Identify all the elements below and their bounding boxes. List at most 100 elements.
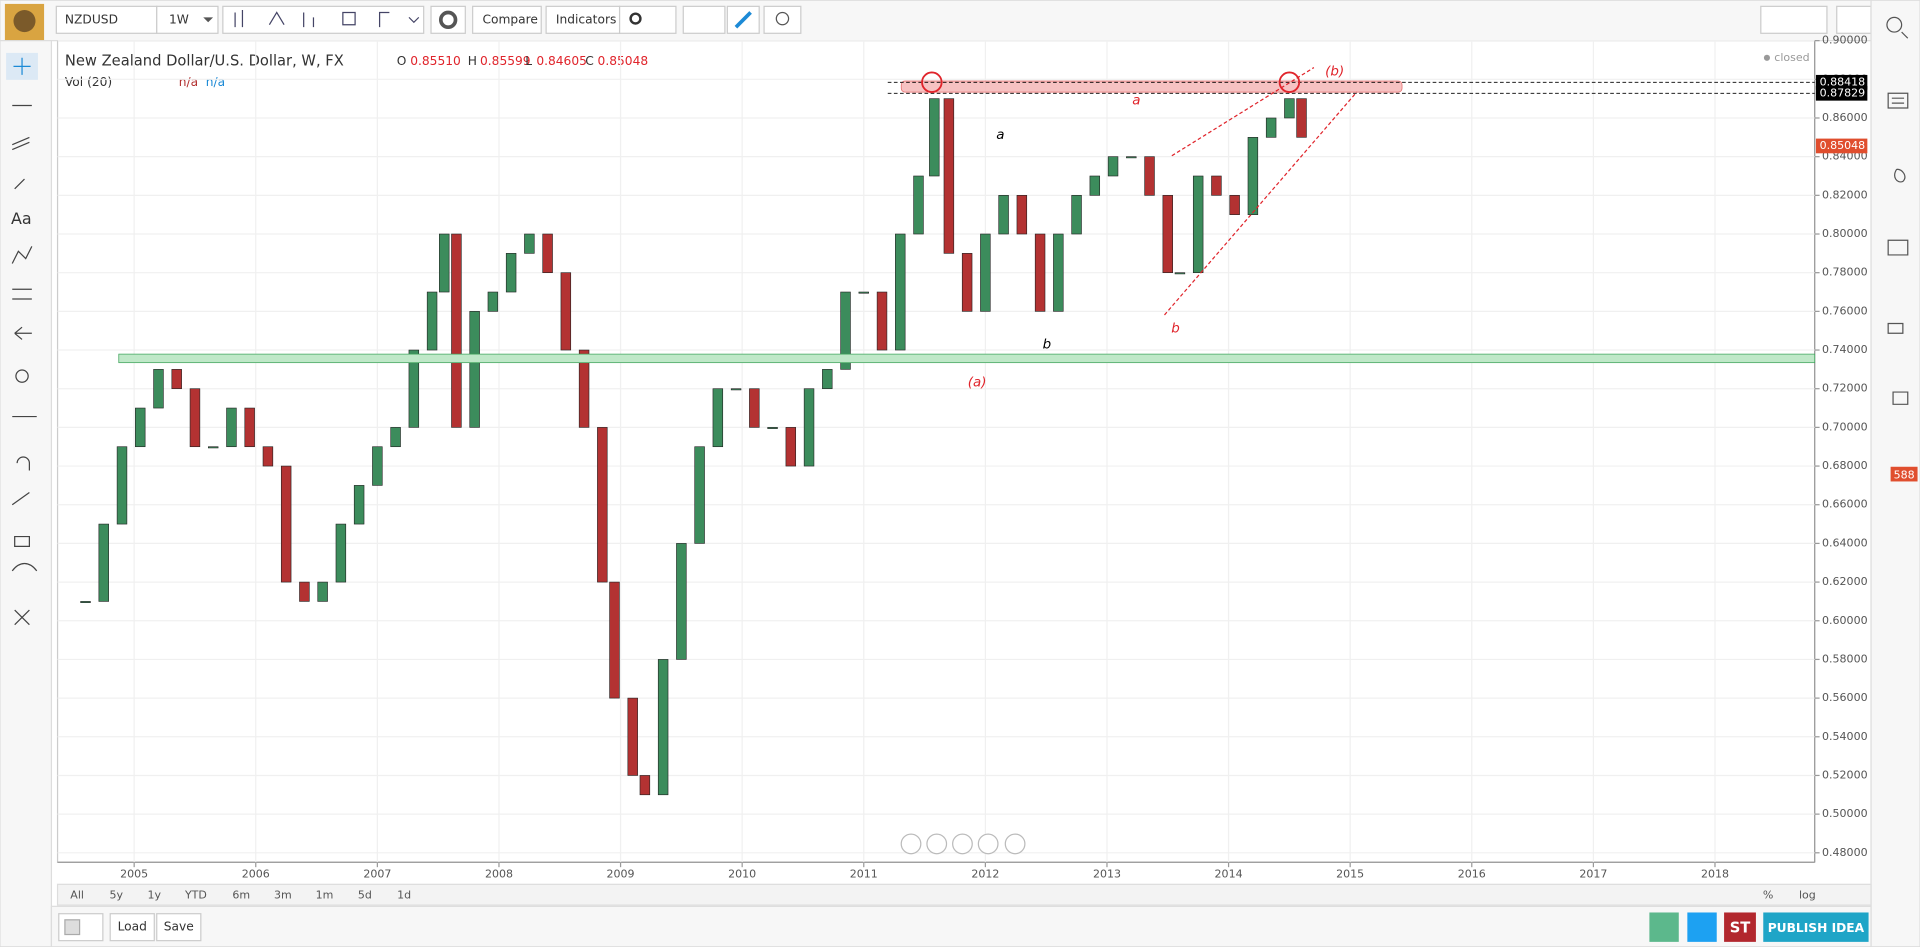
zoom-controls[interactable] [900,833,1026,855]
scale-button[interactable]: log [1799,888,1816,901]
candle-body [1229,195,1240,215]
y-tick-label: 0.68000 [1822,459,1868,472]
scale-button[interactable]: % [1763,888,1773,901]
highlight-circle [921,71,943,93]
fullscreen-button[interactable] [1836,5,1872,34]
highlight-circle [1278,71,1301,93]
candle-body [1284,98,1295,119]
x-tick-label: 2018 [1701,868,1729,881]
text-tool[interactable]: Aa [11,209,32,228]
range-button[interactable]: 1m [316,888,334,901]
candle-body [542,233,553,273]
candle-body [1211,175,1222,196]
ohlc-legend: O 0.85510 H 0.85599 L 0.84605 C 0.85048 … [65,51,1810,89]
candle-body [694,446,705,544]
candle-body [505,253,517,293]
y-tick-label: 0.66000 [1822,498,1868,511]
dropdown-arrow [203,17,214,23]
snapshot-button[interactable] [1649,912,1679,942]
undo-redo[interactable] [1760,5,1828,34]
chart-style-group[interactable] [222,5,425,34]
y-tick-label: 0.74000 [1822,343,1868,356]
range-button[interactable]: YTD [184,888,207,901]
candle-body [226,407,237,448]
x-tick-label: 2013 [1093,868,1121,881]
x-tick-label: 2009 [607,868,635,881]
candle-body [317,581,328,602]
trend-line [1171,67,1315,157]
range-button[interactable]: 1y [148,888,162,901]
support-zone [118,353,1816,364]
candle-body [1192,175,1204,273]
candle-body [876,291,888,351]
candle-body [1016,195,1028,235]
range-button[interactable]: All [70,888,84,901]
symbol-box[interactable] [55,5,158,34]
trend-line [1164,91,1358,316]
candle-body [840,291,851,370]
publish-button[interactable] [1763,912,1869,942]
price-flag [1815,85,1868,101]
annotation: b [1043,337,1052,352]
right-icons [1886,16,1909,405]
stocktwits-button[interactable] [1724,912,1756,942]
publish-label: PUBLISH IDEA [1768,921,1865,935]
alert-button[interactable] [682,5,726,34]
color-swatch [64,919,81,936]
candle-body [1107,156,1119,177]
range-button[interactable]: 6m [232,888,250,901]
annotation: b [1171,321,1180,336]
candle-body [1071,195,1082,235]
candle-body [560,272,572,351]
y-tick-label: 0.54000 [1822,730,1868,743]
o-value: 0.85510 [410,54,461,68]
c-label: C [585,54,594,68]
annotation: (a) [968,375,987,390]
candle-body [1296,98,1307,138]
candle-body [913,175,924,235]
range-button[interactable]: 3m [274,888,292,901]
annotation: a [996,128,1004,143]
settings-button[interactable] [430,5,466,34]
save-button[interactable] [156,913,202,942]
templates-button[interactable] [618,5,677,34]
y-tick-label: 0.48000 [1822,846,1868,859]
candle-body [1247,137,1259,215]
x-tick-label: 2010 [728,868,756,881]
candle-body [749,388,760,428]
y-tick-label: 0.56000 [1822,691,1868,704]
candle-body [390,427,401,448]
candle-body [895,233,906,351]
y-tick-label: 0.60000 [1822,614,1868,627]
x-tick-label: 2012 [971,868,999,881]
candle-body [609,581,620,699]
style-icons [234,10,420,28]
candle-body [943,98,955,254]
y-tick-label: 0.76000 [1822,304,1868,317]
range-button[interactable]: 5y [110,888,124,901]
candle-body [858,291,869,294]
candle-body [961,253,973,312]
x-tick-label: 2014 [1215,868,1243,881]
load-button[interactable] [109,913,155,942]
candle-body [998,195,1009,235]
range-button[interactable]: 5d [358,888,372,901]
market-status: closed [1774,51,1809,64]
range-button[interactable]: 1d [397,888,411,901]
badge-bg [1890,466,1918,482]
l-value: 0.84605 [536,54,587,68]
candle-body [1144,156,1155,196]
y-tick-label: 0.62000 [1822,575,1868,588]
candle-body [822,369,833,390]
candle-body [335,523,347,583]
indicators-button[interactable] [545,5,621,34]
bottom-bar [50,905,1872,947]
candle-body [98,523,109,602]
save-label: Save [164,920,194,934]
twitter-button[interactable] [1687,912,1717,942]
compare-button[interactable] [472,5,542,34]
ideas-button[interactable] [763,5,802,34]
c-value: 0.85048 [598,54,649,68]
chart-title: New Zealand Dollar/U.S. Dollar, W, FX [65,52,344,69]
